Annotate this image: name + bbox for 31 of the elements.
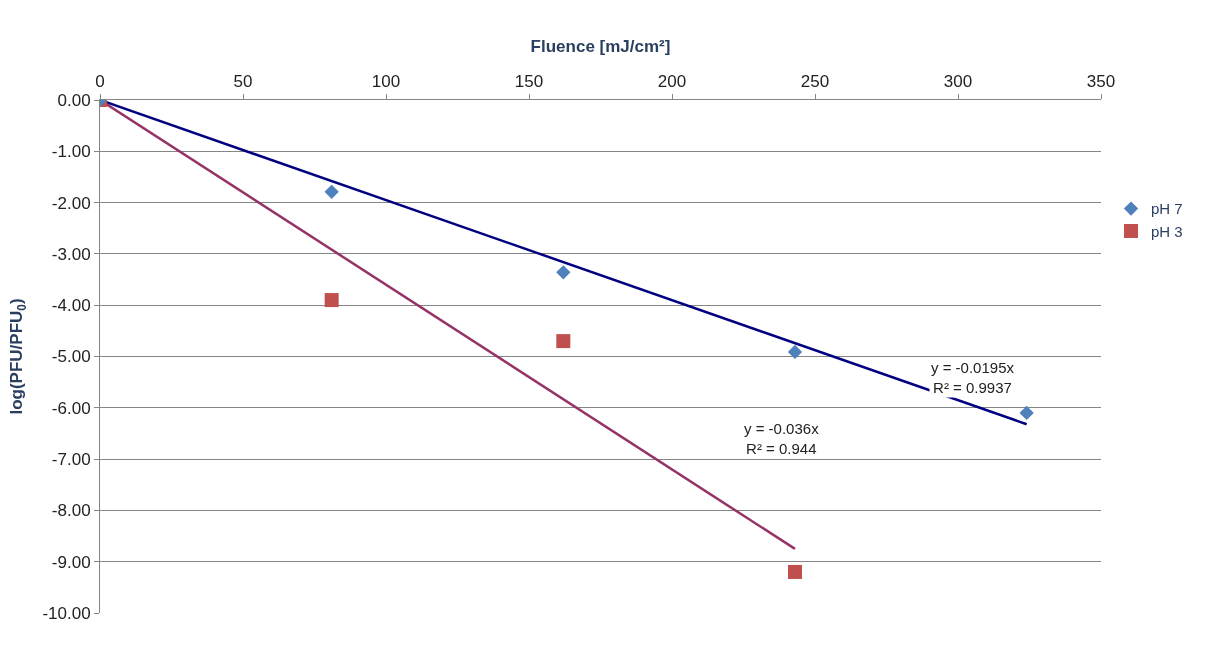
y-tick-label: -5.00: [51, 347, 91, 367]
point: [324, 293, 339, 308]
x-tick-label: 50: [233, 72, 253, 92]
y-tick-label: -9.00: [51, 552, 91, 572]
x-tick-label: 0: [95, 72, 105, 92]
point: [556, 334, 571, 349]
x-tick-label: 300: [943, 72, 973, 92]
x-tick-label: 350: [1086, 72, 1116, 92]
annotation: y = -0.0195x R² = 0.9937: [931, 359, 1015, 396]
y-tick-label: 0.00: [57, 90, 91, 110]
point: [1019, 405, 1034, 421]
annotation: y = -0.036x R² = 0.944: [744, 420, 820, 457]
y-tick-label: -1.00: [51, 142, 91, 162]
y-tick-label: -3.00: [51, 244, 91, 264]
x-tick-label: 100: [371, 72, 401, 92]
x-tick-label: 150: [514, 72, 544, 92]
y-tick-label: -7.00: [51, 450, 91, 470]
point: [324, 184, 339, 199]
y-tick-label: -6.00: [51, 398, 91, 418]
legend-label: pH 7: [1151, 200, 1183, 218]
y-tick-label: -4.00: [51, 296, 91, 316]
y-tick-label: -8.00: [51, 501, 91, 521]
point: [787, 564, 802, 579]
point: [787, 344, 803, 360]
x-tick-label: 250: [800, 72, 830, 92]
legend-label: pH 3: [1151, 222, 1183, 240]
x-tick-label: 200: [657, 72, 687, 92]
y-tick-label: -10.00: [42, 603, 91, 623]
x-axis-title: Fluence [mJ/cm²]: [530, 36, 671, 56]
y-tick-label: -2.00: [51, 193, 91, 213]
point: [556, 265, 571, 280]
